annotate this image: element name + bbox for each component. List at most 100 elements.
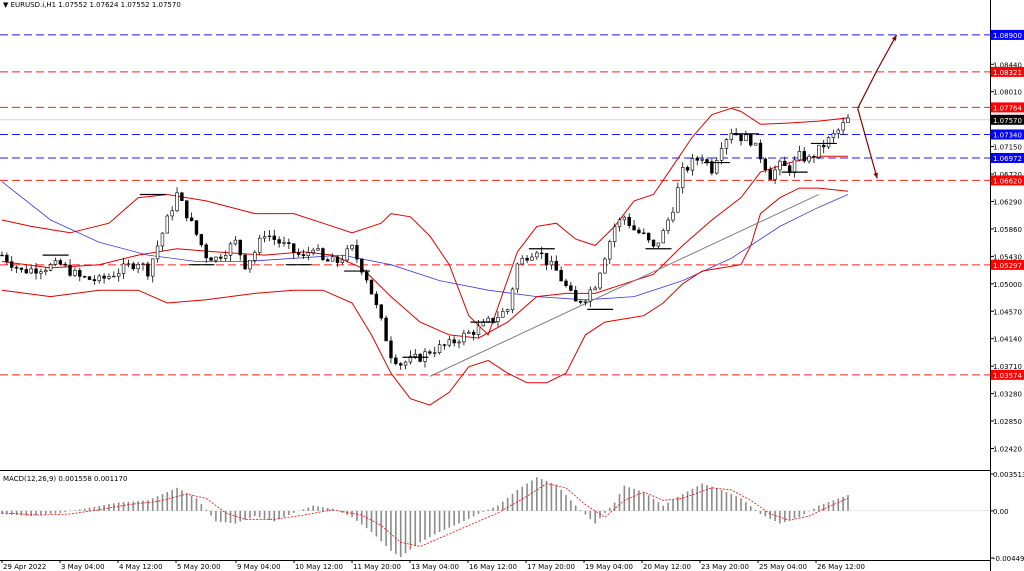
candle-body <box>243 254 247 270</box>
candle-body <box>437 344 442 354</box>
candle-body <box>413 353 417 357</box>
candle-body <box>841 122 845 131</box>
candle-body <box>642 232 646 234</box>
candle-body <box>753 142 758 146</box>
level-tag-label: 1.07764 <box>993 104 1022 112</box>
price-tick-label: 1.03710 <box>993 363 1022 371</box>
candle-body <box>277 239 281 244</box>
candle-body <box>831 133 836 138</box>
time-tick-label: 11 May 20:00 <box>353 563 401 571</box>
level-tag <box>991 259 1024 270</box>
time-tick-label: 9 May 04:00 <box>237 563 281 571</box>
candle-body <box>165 215 170 234</box>
candle-body <box>749 134 753 146</box>
candle-body <box>53 260 58 265</box>
time-tick-label: 29 Apr 2022 <box>3 563 46 571</box>
candle-body <box>364 271 369 281</box>
candle-body <box>248 259 252 270</box>
candle-body <box>112 275 116 278</box>
level-tag-label: 1.08900 <box>993 32 1022 40</box>
level-tag <box>991 102 1024 113</box>
candle-body <box>301 254 306 257</box>
candle-body <box>705 159 709 162</box>
current-price-tag <box>991 114 1024 125</box>
candle-body <box>287 242 291 245</box>
candle-body <box>695 158 699 161</box>
macd-tick-label: 0.00 <box>993 508 1009 516</box>
candle-body <box>204 244 208 259</box>
candle-body <box>491 317 495 322</box>
candle-body <box>360 258 364 273</box>
candle-body <box>335 256 340 263</box>
candle-body <box>87 276 92 280</box>
current-price-label: 1.07570 <box>993 117 1022 125</box>
price-tick-label: 1.08010 <box>993 89 1022 97</box>
candle-body <box>583 300 588 303</box>
trendline <box>429 194 820 377</box>
candle-body <box>637 229 641 234</box>
candle-body <box>792 159 797 174</box>
candle-body <box>58 260 63 265</box>
candle-body <box>199 234 204 246</box>
moving-average-line <box>1 181 849 301</box>
candle-body <box>515 263 520 290</box>
candle-body <box>539 252 544 255</box>
candle-body <box>92 279 97 282</box>
candle-body <box>836 129 840 134</box>
bollinger-upper <box>1 107 849 336</box>
candle-body <box>476 325 481 335</box>
candle-body <box>656 242 661 247</box>
candle-body <box>428 351 432 354</box>
candle-body <box>389 340 393 359</box>
price-tick-label: 1.08440 <box>993 61 1022 69</box>
candle-body <box>520 257 524 265</box>
candle-body <box>564 280 568 286</box>
candle-body <box>0 254 4 257</box>
candle-body <box>292 243 296 253</box>
candle-body <box>330 256 335 262</box>
candle-body <box>724 139 729 149</box>
candle-body <box>384 317 388 342</box>
candle-body <box>574 290 578 302</box>
price-tick-label: 1.05430 <box>993 253 1022 261</box>
candle-body <box>340 259 345 263</box>
candle-body <box>462 332 466 343</box>
candle-body <box>486 317 490 322</box>
candle-body <box>617 219 622 228</box>
candle-body <box>214 256 218 261</box>
labels: 1.08900 1.08321 1.07764 1.07340 1.06972 1.066… <box>991 29 1024 380</box>
time-tick-label: 16 May 12:00 <box>469 563 517 571</box>
price-tick-label: 1.02420 <box>993 445 1022 453</box>
candle-body <box>598 272 602 289</box>
collapse-arrow-icon[interactable]: ▼ <box>3 1 9 9</box>
bollinger-lower <box>1 187 849 406</box>
level-tag <box>991 175 1024 186</box>
candle-body <box>151 258 155 277</box>
level-tag-label: 1.05297 <box>993 262 1022 270</box>
candle-body <box>34 268 38 274</box>
macd-label: MACD(12,26,9) 0.001558 0.001170 <box>3 475 128 483</box>
level-tag-label: 1.07340 <box>993 131 1022 139</box>
candle-body <box>559 270 563 282</box>
level-tag <box>991 152 1024 163</box>
candle-body <box>530 256 534 261</box>
time-tick-label: 17 May 20:00 <box>527 563 575 571</box>
candle-body <box>355 245 359 260</box>
candle-body <box>14 267 19 269</box>
candle-body <box>272 235 276 240</box>
candle-body <box>24 269 29 274</box>
projection-up-arrow <box>857 34 898 109</box>
candle-body <box>209 257 213 261</box>
candle-body <box>121 263 126 274</box>
candle-body <box>189 217 194 221</box>
candle-body <box>78 270 82 277</box>
level-tag-label: 1.06620 <box>993 177 1022 185</box>
candle-body <box>379 304 383 319</box>
projection-down-arrow-head <box>873 172 878 179</box>
time-tick-label: 19 May 04:00 <box>585 563 633 571</box>
candle-body <box>316 248 320 251</box>
candle-body <box>632 225 636 231</box>
candle-body <box>82 276 87 278</box>
